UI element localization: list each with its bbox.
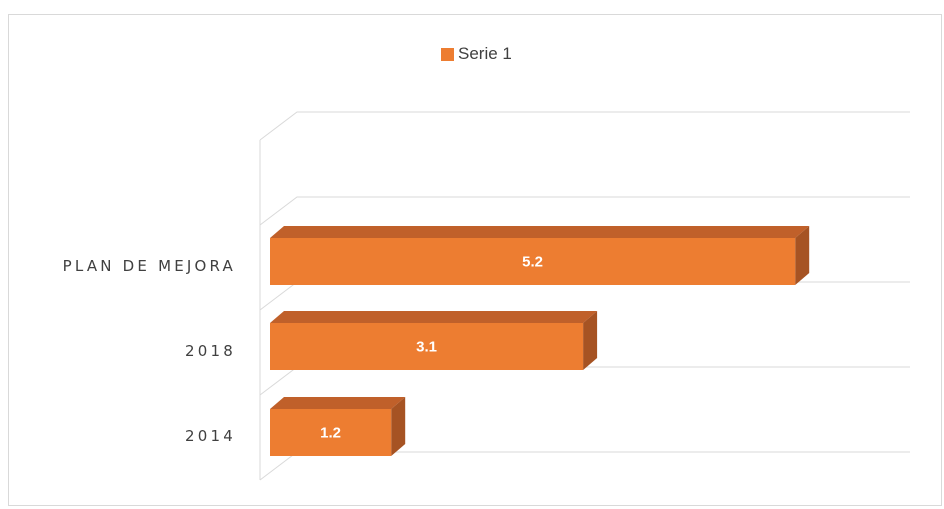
bar-2018 [270,323,584,370]
legend-label: Serie 1 [458,44,512,63]
label-layer: 1.2 2014 3.1 2018 5.2 PLAN DE MEJORA [63,254,543,446]
gridline [259,111,910,141]
bar-plan-de-mejora [270,238,796,285]
gridline [259,451,910,481]
legend-swatch [441,47,454,61]
legend: Serie 1 [441,44,512,64]
data-label: 1.2 [320,425,341,442]
bar-side-face [583,311,598,370]
category-label: PLAN DE MEJORA [63,257,236,275]
category-label: 2014 [185,427,236,445]
data-label: 3.1 [416,339,437,356]
bar-side-face [391,397,406,456]
bar-2014 [270,409,392,456]
gridline [259,196,910,226]
bar-top-face [270,397,406,409]
gridline [259,366,910,396]
bar-layer [270,226,810,456]
bar-top-face [270,226,810,238]
bar-side-face [795,226,810,285]
gridline [259,281,910,311]
data-label: 5.2 [522,254,543,271]
bar-top-face [270,311,598,323]
category-label: 2018 [185,342,236,360]
